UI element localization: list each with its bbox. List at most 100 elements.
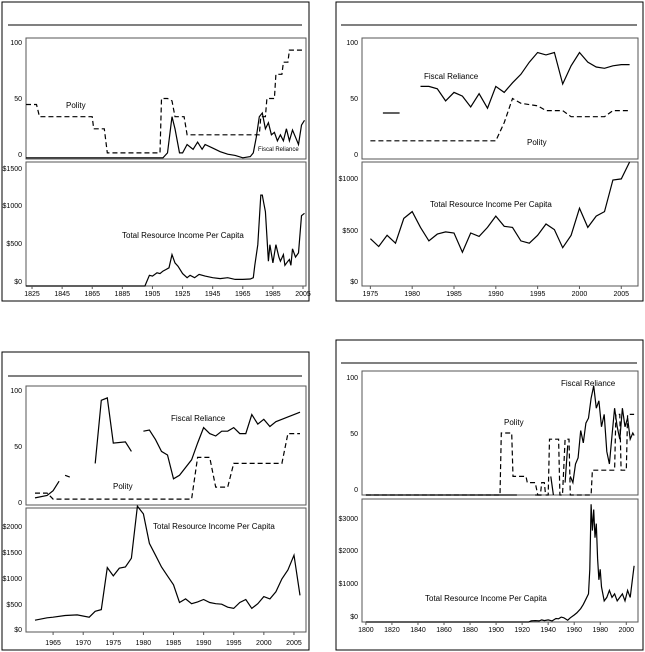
panel-3-bottom-ytick-2: $1000 [3,576,23,583]
panel-1-bottom-plot-area [25,161,307,287]
panel-4-fiscal-reliance-line [365,385,635,496]
panel-2-bottom-ytick-2: $1000 [339,176,359,183]
panel-3-bottom-plot: $0 $500 $1000 $1500 $2000 Total Resource… [3,504,307,647]
panel-3-top-ytick-1: 50 [14,444,22,451]
chart-panel-4: 0 50 100 Fiscal Reliance Polity $0 $1000… [335,339,644,651]
panel-1-xtick-label: 1865 [84,291,100,298]
panel-1-top-ytick-2: 100 [10,40,22,47]
chart-panel-3: 0 50 100 Fiscal Reliance Polity $0 $500 … [1,351,310,651]
panel-2-resource-income-annotation: Total Resource Income Per Capita [430,200,552,209]
panel-3-xtick-label: 2005 [286,640,302,647]
panel-2-xtick-label: 1980 [404,291,420,298]
panel-1-polity-line [26,49,305,154]
panel-1-bottom-plot: $0 $500 $1000 $1500 Total Resource Incom… [3,161,311,298]
panel-3-top-ytick-0: 0 [18,500,22,507]
panel-4-xtick-label: 1800 [358,627,374,634]
panel-2-polity-line [370,97,630,142]
panel-3-xtick-label: 1970 [75,640,91,647]
panel-2-frame [335,1,644,302]
panel-4-bottom-plot-area [361,498,639,623]
panel-4-polity-line [365,413,635,496]
panel-3-xtick-label: 1980 [136,640,152,647]
panel-2-top-ytick-2: 100 [346,40,358,47]
panel-4-x-axis: 1800 1820 1840 1860 1880 1900 1920 1940 1960 1980… [358,622,634,634]
panel-3-xtick-label: 1965 [45,640,61,647]
panel-4-resource-income-annotation: Total Resource Income Per Capita [425,594,547,603]
panel-1-top-plot: 0 50 100 Polity Fiscal Reliance [10,37,307,160]
panel-1-top-ytick-0: 0 [18,152,22,159]
panel-2-xtick-label: 1985 [446,291,462,298]
panel-3-fiscal-reliance-annotation: Fiscal Reliance [171,414,226,423]
panel-3-bottom-ytick-0: $0 [14,627,22,634]
panel-4-top-plot: 0 50 100 Fiscal Reliance Polity [346,370,639,496]
panel-1-fiscal-reliance-line [26,111,306,159]
panel-2-top-ytick-1: 50 [350,96,358,103]
panel-2-xtick-label: 1990 [488,291,504,298]
panel-1-xtick-label: 1945 [205,291,221,298]
panel-1-top-ytick-1: 50 [14,96,22,103]
panel-4-xtick-label: 1900 [488,627,504,634]
panel-3-polity-line [35,433,300,500]
panel-1-xtick-label: 1985 [265,291,281,298]
panel-1-xtick-label: 2005 [295,291,311,298]
panel-2-top-plot: 0 50 100 Fiscal Reliance Polity [346,37,639,160]
panel-1-xtick-label: 1845 [54,291,70,298]
panel-1-polity-annotation: Polity [66,101,86,110]
panel-4-xtick-label: 1820 [384,627,400,634]
panel-4-xtick-label: 1980 [592,627,608,634]
panel-2-xtick-label: 1975 [363,291,379,298]
chart-panel-2: 0 50 100 Fiscal Reliance Polity $0 $500 … [335,1,644,302]
panel-4-top-ytick-0: 0 [354,487,358,494]
panel-1-bottom-ytick-1: $500 [6,241,22,248]
panel-4-bottom-ytick-2: $2000 [339,548,359,555]
panel-3-bottom-ytick-4: $2000 [3,524,23,531]
panel-2-fiscal-reliance-annotation: Fiscal Reliance [424,72,479,81]
panel-3-xtick-label: 1995 [226,640,242,647]
panel-4-top-ytick-2: 100 [346,375,358,382]
panel-1-resource-income-annotation: Total Resource Income Per Capita [122,231,244,240]
panel-3-fiscal-reliance-line [34,397,301,499]
panel-3-top-plot-area [25,385,307,506]
panel-3-xtick-label: 2000 [256,640,272,647]
panel-2-xtick-label: 1995 [530,291,546,298]
panel-4-xtick-label: 1860 [436,627,452,634]
panel-1-xtick-label: 1965 [235,291,251,298]
panel-4-xtick-label: 1920 [514,627,530,634]
panel-4-polity-annotation: Polity [504,418,524,427]
panel-3-bottom-ytick-1: $500 [6,602,22,609]
panel-4-xtick-label: 1940 [540,627,556,634]
panel-2-bottom-plot-area [361,161,639,287]
panel-1-x-axis: 1825 1845 1865 1885 1905 1925 1945 1965 1985 2005 [24,286,311,298]
panel-4-fiscal-reliance-annotation: Fiscal Reliance [561,379,616,388]
panel-4-resource-income-line [365,504,635,623]
panel-3-bottom-ytick-3: $1500 [3,550,23,557]
panel-3-polity-annotation: Polity [113,482,133,491]
panel-1-resource-income-line [26,194,305,287]
panel-1-frame [1,1,310,302]
panel-2-fiscal-reliance-line [382,51,630,114]
panel-1-bottom-ytick-3: $1500 [3,166,23,173]
panel-4-xtick-label: 2000 [618,627,634,634]
panel-2-resource-income-line [369,161,631,254]
panel-2-top-plot-area [361,37,639,160]
panel-4-top-ytick-1: 50 [350,431,358,438]
panel-3-top-plot: 0 50 100 Fiscal Reliance Polity [10,385,307,507]
panel-4-bottom-ytick-0: $0 [350,614,358,621]
panel-3-xtick-label: 1985 [166,640,182,647]
panel-2-polity-annotation: Polity [527,138,547,147]
panel-3-bottom-plot-area [25,507,307,633]
panel-3-xtick-label: 1990 [196,640,212,647]
panel-2-xtick-label: 2000 [572,291,588,298]
panel-1-fiscal-reliance-annotation: Fiscal Reliance [258,147,299,153]
panel-2-xtick-label: 2005 [613,291,629,298]
panel-2-bottom-ytick-1: $500 [342,228,358,235]
panel-4-bottom-ytick-1: $1000 [339,581,359,588]
panel-1-bottom-ytick-2: $1000 [3,203,23,210]
panel-3-top-ytick-2: 100 [10,388,22,395]
panel-2-top-ytick-0: 0 [354,152,358,159]
panel-4-frame [335,339,644,651]
panel-4-bottom-plot: $0 $1000 $2000 $3000 Total Resource Inco… [339,498,639,634]
panel-1-xtick-label: 1885 [115,291,131,298]
panel-1-xtick-label: 1825 [24,291,40,298]
panel-3-resource-income-annotation: Total Resource Income Per Capita [153,522,275,531]
